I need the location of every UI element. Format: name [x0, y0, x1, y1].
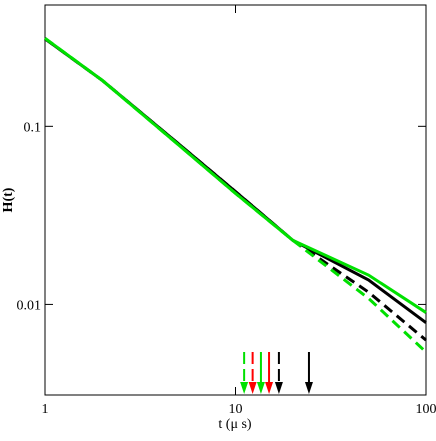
x-axis-label: t (μ s)	[218, 417, 252, 432]
arrow-head	[265, 382, 273, 394]
x-tick-label: 100	[416, 402, 436, 417]
arrow-head	[275, 382, 283, 394]
series-line	[45, 38, 426, 312]
y-tick-label: 0.01	[17, 298, 42, 313]
arrow-head	[240, 382, 248, 394]
arrow-head	[305, 382, 313, 394]
y-axis-label: H(t)	[1, 187, 16, 212]
y-tick-label: 0.1	[24, 120, 42, 135]
arrow-head	[257, 382, 265, 394]
series-line	[45, 39, 426, 340]
x-tick-label: 1	[42, 402, 49, 417]
plot-frame	[45, 5, 426, 395]
x-tick-label: 10	[229, 402, 243, 417]
arrow-head	[249, 382, 257, 394]
